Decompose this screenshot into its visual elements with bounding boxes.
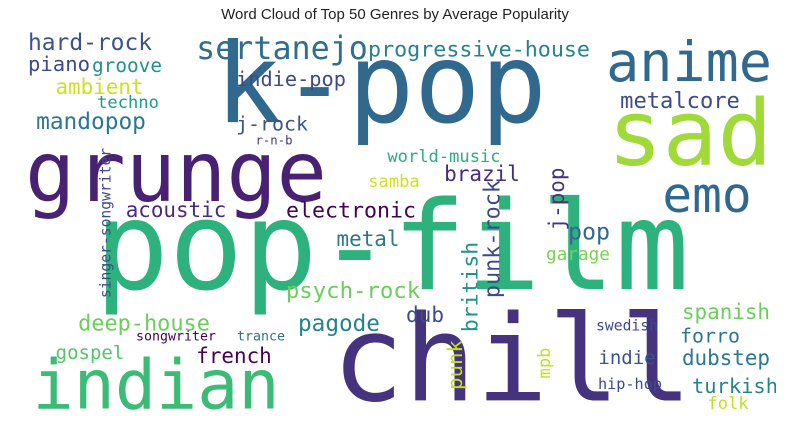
word-french: french — [196, 344, 271, 368]
word-techno: techno — [97, 93, 159, 113]
word-piano: piano — [28, 52, 90, 76]
word-mandopop: mandopop — [36, 109, 146, 135]
word-metalcore: metalcore — [620, 88, 740, 114]
word-indian: indian — [32, 347, 279, 420]
word-pagode: pagode — [298, 311, 380, 337]
word-trance: trance — [237, 330, 285, 345]
word-british: british — [459, 242, 484, 332]
word-world-music: world-music — [387, 147, 500, 167]
word-pop: pop — [568, 219, 610, 246]
word-punk-rock: punk-rock — [481, 180, 506, 298]
word-garage: garage — [546, 245, 610, 265]
word-samba: samba — [368, 172, 419, 192]
word-indie: indie — [598, 347, 655, 369]
word-acoustic: acoustic — [126, 198, 227, 222]
word-hip-hop: hip-hop — [598, 375, 662, 393]
word-j-rock: j-rock — [236, 113, 308, 136]
word-groove: groove — [92, 54, 162, 77]
word-mpb: mpb — [535, 348, 555, 379]
word-sertanejo: sertanejo — [196, 31, 368, 67]
word-progressive-house: progressive-house — [368, 38, 590, 63]
word-ambient: ambient — [55, 75, 143, 99]
word-psych-rock: psych-rock — [286, 278, 421, 304]
word-folk: folk — [707, 394, 749, 414]
word-forro: forro — [680, 325, 740, 348]
word-singer-songwriter: singer-songwriter — [98, 148, 115, 298]
word-pop-film: pop-film — [95, 175, 690, 319]
word-songwriter: songwriter — [136, 330, 216, 345]
word-swedish: swedish — [596, 318, 658, 335]
word-gospel: gospel — [56, 342, 125, 364]
word-emo: emo — [662, 166, 751, 224]
word-chill: chill — [332, 291, 692, 420]
word-spanish: spanish — [682, 300, 770, 324]
word-grunge: grunge — [25, 123, 327, 221]
word-r-n-b: r-n-b — [255, 134, 292, 148]
word-cloud: pop-film k-pop chill sad grunge anime indian em… — [25, 27, 776, 420]
word-deep-house: deep-house — [78, 312, 210, 337]
word-dubstep: dubstep — [682, 346, 770, 370]
word-j-pop: j-pop — [545, 168, 569, 231]
chart-title: Word Cloud of Top 50 Genres by Average P… — [221, 6, 569, 23]
word-dub: dub — [406, 303, 444, 327]
word-sad: sad — [608, 80, 773, 187]
word-brazil: brazil — [444, 162, 520, 186]
word-punk: punk — [443, 339, 467, 390]
word-metal: metal — [337, 227, 400, 251]
word-electronic: electronic — [286, 199, 416, 224]
word-hard-rock: hard-rock — [28, 30, 152, 56]
word-k-pop: k-pop — [215, 27, 547, 148]
word-anime: anime — [606, 30, 772, 94]
word-indie-pop: indie-pop — [236, 67, 346, 91]
word-turkish: turkish — [692, 374, 776, 398]
